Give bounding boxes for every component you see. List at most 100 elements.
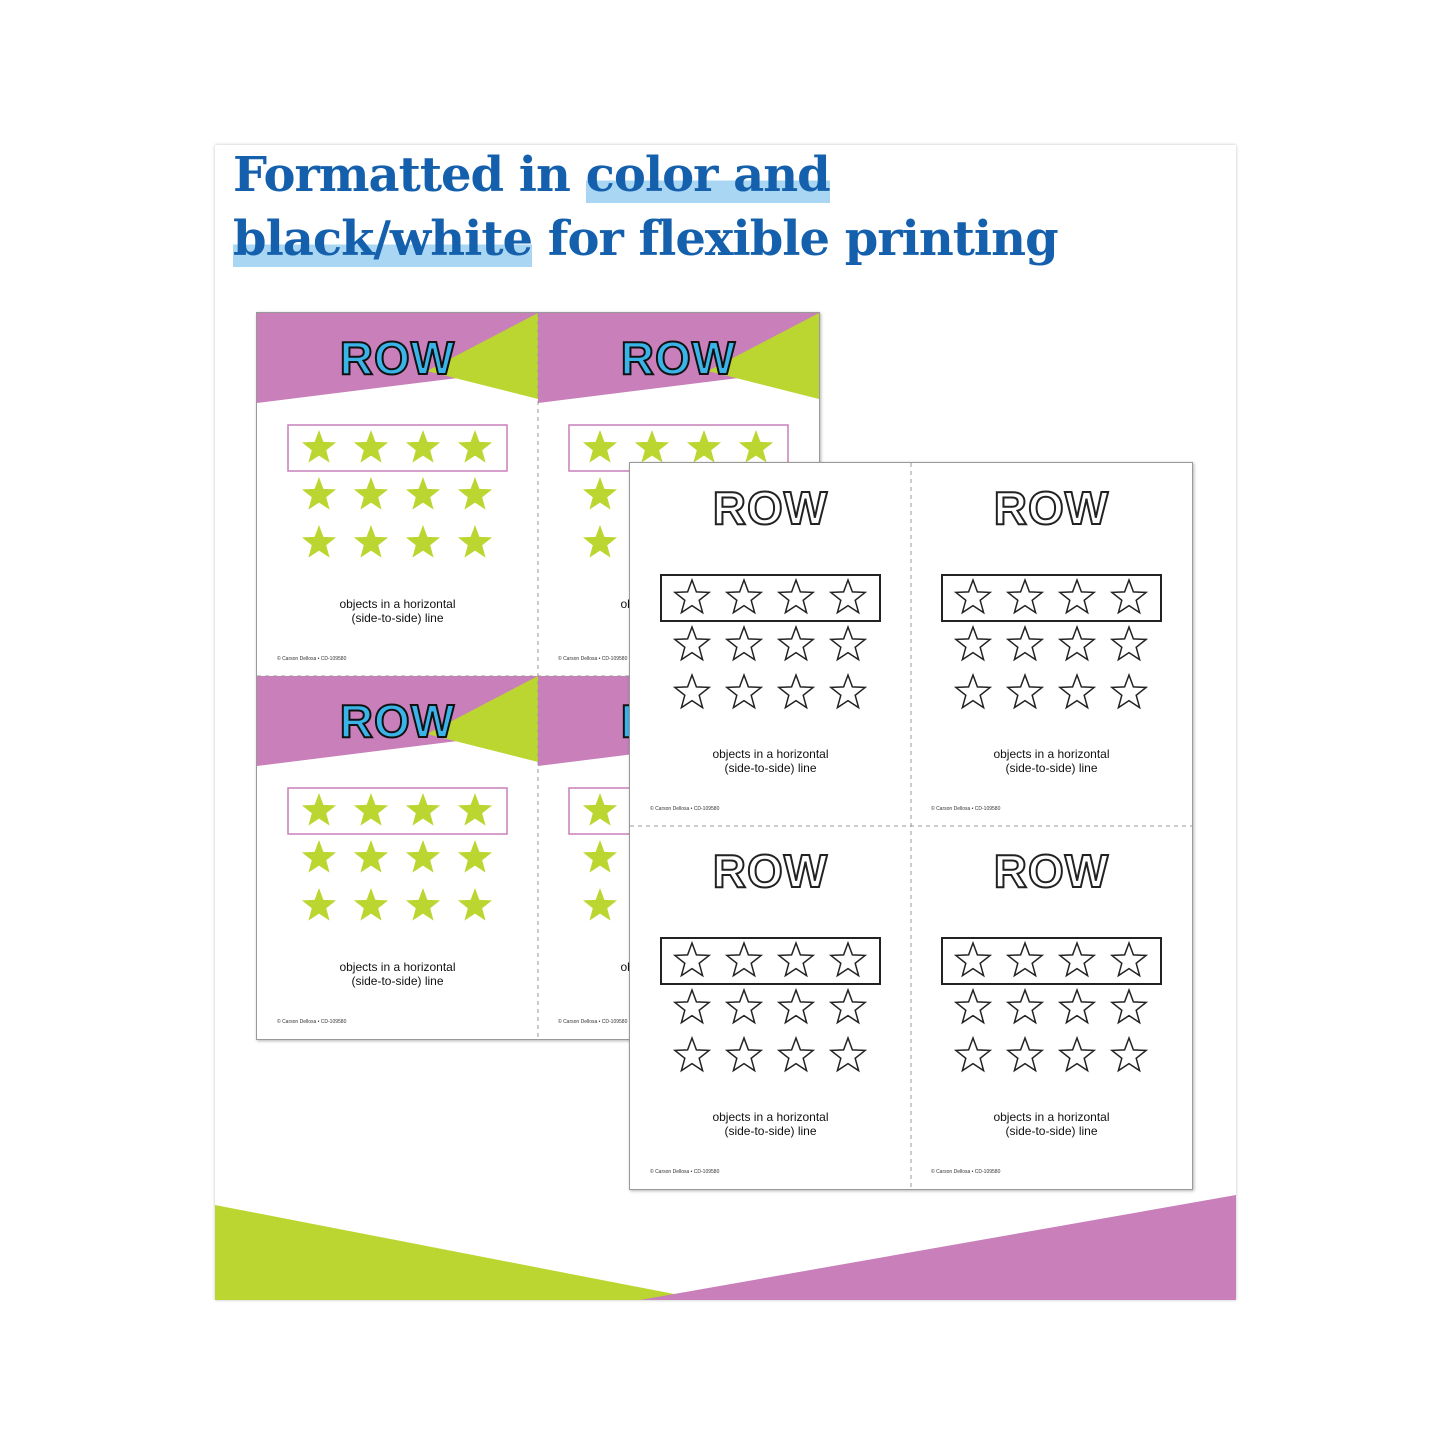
star-icon: [1005, 624, 1045, 662]
headline-text: for flexible printing: [532, 211, 1059, 267]
star-icon: [1057, 577, 1097, 615]
card-copyright: © Carson Dellosa • CD-109580: [558, 1019, 628, 1025]
card-definition: objects in a horizontal(side-to-side) li…: [911, 1110, 1192, 1138]
star-icon: [301, 888, 337, 921]
bottom-decoration: [215, 1195, 1236, 1300]
star-icon: [776, 577, 816, 615]
star-icon: [1109, 940, 1149, 978]
star-icon: [582, 793, 618, 826]
star-icon: [457, 430, 493, 463]
star-icon: [672, 577, 712, 615]
star-icon: [353, 793, 389, 826]
star-icon: [353, 477, 389, 510]
star-icon: [1109, 987, 1149, 1025]
star-icon: [353, 888, 389, 921]
star-icon: [828, 987, 868, 1025]
star-icon: [1109, 1035, 1149, 1073]
star-icon: [953, 1035, 993, 1073]
star-icon: [301, 525, 337, 558]
definition-line: objects in a horizontal: [339, 597, 456, 611]
star-icon: [738, 430, 774, 463]
star-icon: [724, 1035, 764, 1073]
star-icon: [405, 793, 441, 826]
star-icon: [457, 840, 493, 873]
row-box: [941, 937, 1162, 985]
card-definition: objects in a horizontal(side-to-side) li…: [630, 1110, 911, 1138]
card-word: ROW: [993, 481, 1110, 535]
star-icon: [724, 672, 764, 710]
row-card: ROW objects in a horizontal(side-to-side)…: [257, 676, 538, 1039]
row-card: ROW objects in a horizontal(side-to-side)…: [257, 313, 538, 676]
card-definition: objects in a horizontal(side-to-side) li…: [257, 597, 538, 625]
card-definition: objects in a horizontal(side-to-side) li…: [911, 747, 1192, 775]
definition-line: (side-to-side) line: [351, 974, 444, 988]
star-icon: [953, 987, 993, 1025]
star-icon: [828, 672, 868, 710]
headline-highlight: black/white: [233, 211, 533, 267]
star-icon: [776, 624, 816, 662]
card-copyright: © Carson Dellosa • CD-109580: [277, 656, 347, 662]
star-icon: [724, 624, 764, 662]
star-icon: [672, 624, 712, 662]
black-white-sheet: ROW objects in a horizontal (side-to-side)…: [629, 462, 1193, 1190]
star-icon: [353, 840, 389, 873]
star-icon: [301, 793, 337, 826]
star-icon: [405, 525, 441, 558]
star-icon: [1109, 672, 1149, 710]
star-icon: [953, 940, 993, 978]
star-icon: [1109, 577, 1149, 615]
star-icon: [301, 477, 337, 510]
star-icon: [353, 525, 389, 558]
star-icon: [953, 624, 993, 662]
star-icon: [582, 840, 618, 873]
star-icon: [301, 840, 337, 873]
row-card: ROW objects in a horizontal(side-to-side)…: [630, 826, 911, 1189]
card-copyright: © Carson Dellosa • CD-109580: [277, 1019, 347, 1025]
card-copyright: © Carson Dellosa • CD-109580: [558, 656, 628, 662]
star-icon: [1005, 987, 1045, 1025]
star-icon: [672, 1035, 712, 1073]
poster: Formatted in color and black/white for f…: [215, 145, 1236, 1300]
star-icon: [301, 430, 337, 463]
card-word: ROW: [339, 331, 456, 385]
headline-highlight: color and: [585, 147, 831, 203]
card-word: ROW: [993, 844, 1110, 898]
star-icon: [1057, 624, 1097, 662]
card-copyright: © Carson Dellosa • CD-109580: [931, 806, 1001, 812]
row-box: [941, 574, 1162, 622]
row-box: [660, 574, 881, 622]
star-icon: [686, 430, 722, 463]
star-icon: [1057, 940, 1097, 978]
definition-line: (side-to-side) line: [351, 611, 444, 625]
star-icon: [672, 672, 712, 710]
star-icon: [405, 477, 441, 510]
star-icon: [776, 672, 816, 710]
star-icon: [1109, 624, 1149, 662]
star-icon: [776, 1035, 816, 1073]
row-card: ROW objects in a horizontal(side-to-side)…: [911, 463, 1192, 826]
star-icon: [953, 577, 993, 615]
row-card: ROW objects in a horizontal(side-to-side)…: [630, 463, 911, 826]
star-icon: [828, 1035, 868, 1073]
star-icon: [457, 793, 493, 826]
headline-line-2: black/white for flexible printing: [233, 211, 1059, 267]
star-icon: [1005, 940, 1045, 978]
star-icon: [953, 672, 993, 710]
star-icon: [457, 525, 493, 558]
headline-text: Formatted in: [233, 147, 586, 203]
star-icon: [405, 888, 441, 921]
star-icon: [828, 577, 868, 615]
definition-line: objects in a horizontal: [712, 1110, 829, 1124]
card-definition: objects in a horizontal(side-to-side) li…: [257, 960, 538, 988]
card-copyright: © Carson Dellosa • CD-109580: [650, 1169, 720, 1175]
star-icon: [724, 577, 764, 615]
star-icon: [776, 940, 816, 978]
definition-line: objects in a horizontal: [712, 747, 829, 761]
star-icon: [582, 525, 618, 558]
star-icon: [776, 987, 816, 1025]
star-icon: [582, 430, 618, 463]
star-icon: [1005, 1035, 1045, 1073]
star-icon: [1057, 987, 1097, 1025]
star-icon: [457, 477, 493, 510]
star-icon: [457, 888, 493, 921]
